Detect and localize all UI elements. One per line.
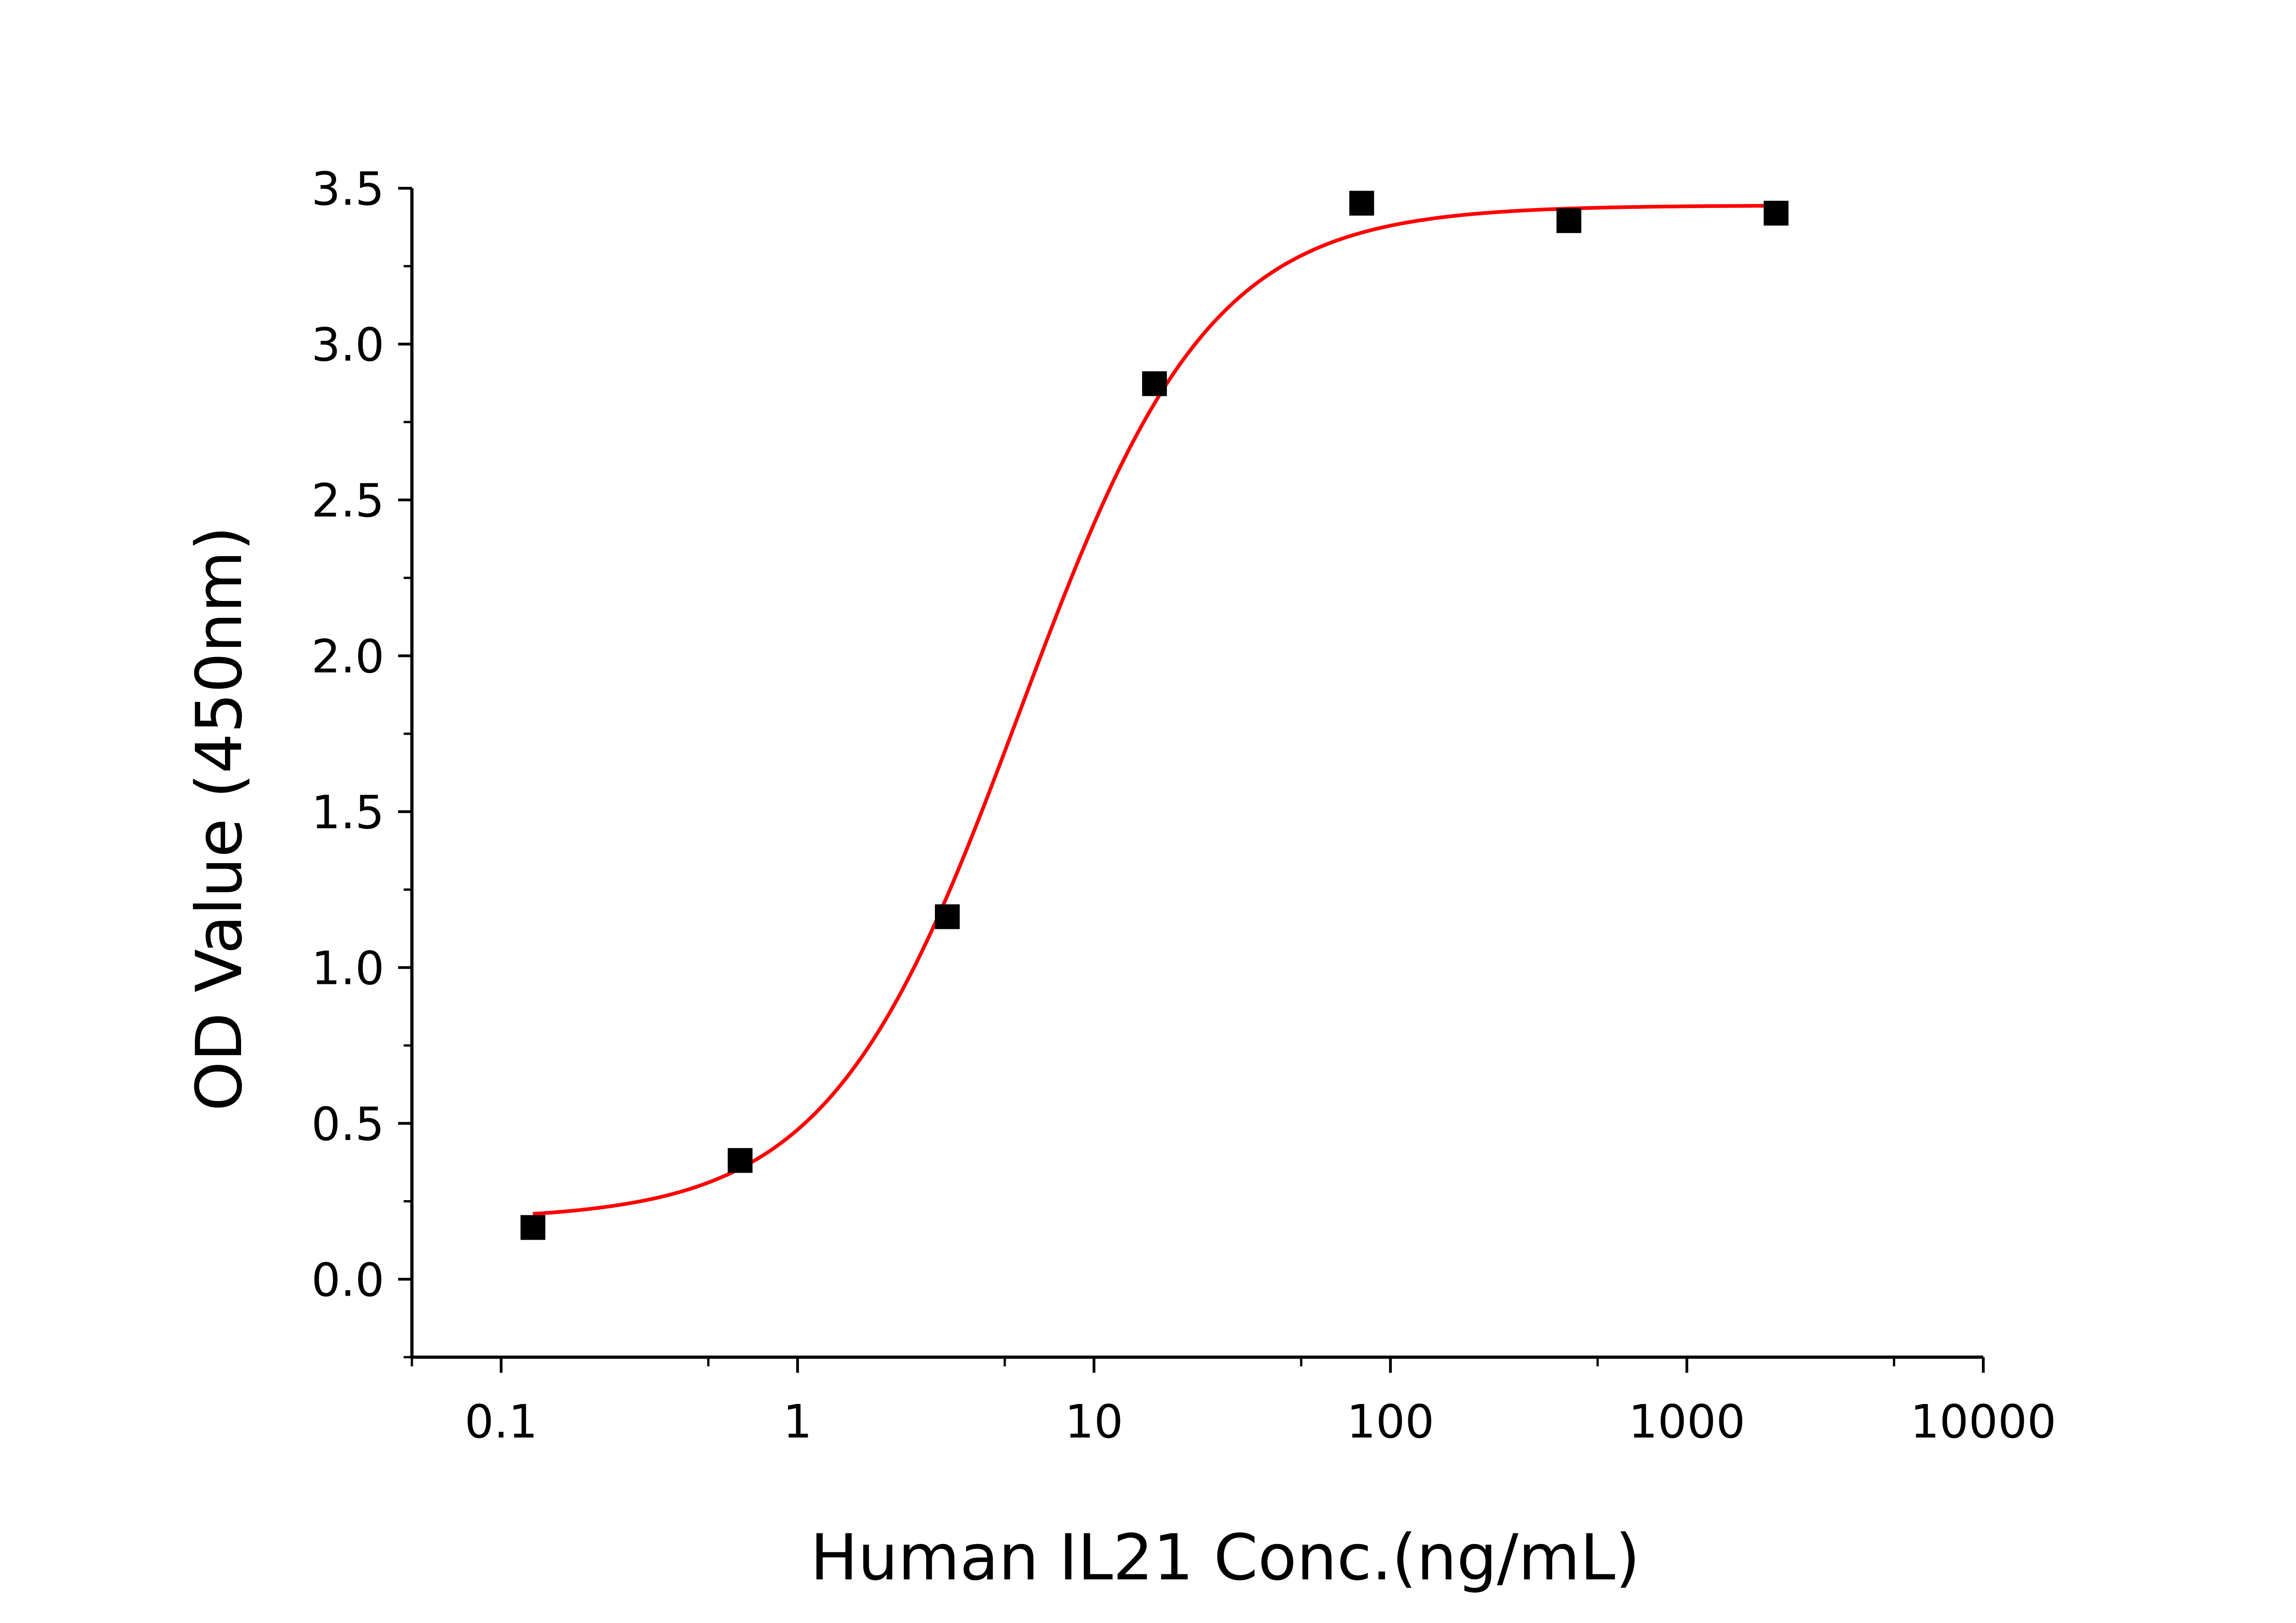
y-tick-label: 3.5	[311, 162, 384, 216]
axes	[410, 188, 1983, 1359]
y-tick-label: 0.0	[311, 1253, 384, 1307]
fit-curve-layer	[533, 204, 1776, 1216]
data-point	[1556, 208, 1581, 233]
y-tick-label: 2.0	[311, 629, 384, 683]
x-tick-label: 10000	[1910, 1395, 2056, 1449]
x-axis-ticks: 0.1 1 10 100 1000 10000	[411, 1357, 2056, 1449]
data-points-layer	[520, 191, 1789, 1240]
y-axis-ticks: 0.0 0.5 1.0 1.5 2.0 2.5 3.0 3.5	[311, 162, 412, 1359]
data-point	[727, 1148, 753, 1173]
y-tick-label: 3.0	[311, 318, 384, 371]
y-tick-label: 0.5	[311, 1097, 384, 1151]
data-point	[934, 904, 960, 929]
y-tick-label: 1.5	[311, 786, 384, 839]
fit-curve	[533, 204, 1776, 1216]
y-tick-label: 1.0	[311, 941, 384, 995]
y-tick-label: 2.5	[311, 474, 384, 528]
data-point	[520, 1215, 546, 1240]
y-axis-title: OD Value (450nm)	[182, 526, 256, 1112]
x-tick-label: 1000	[1628, 1395, 1745, 1449]
data-point	[1142, 371, 1167, 396]
data-point	[1349, 191, 1374, 216]
x-tick-label: 100	[1346, 1395, 1434, 1449]
x-axis-title: Human IL21 Conc.(ng/mL)	[810, 1521, 1640, 1595]
x-tick-label: 1	[783, 1395, 812, 1449]
x-tick-label: 0.1	[465, 1395, 538, 1449]
data-point	[1763, 201, 1789, 226]
x-tick-label: 10	[1065, 1395, 1123, 1449]
